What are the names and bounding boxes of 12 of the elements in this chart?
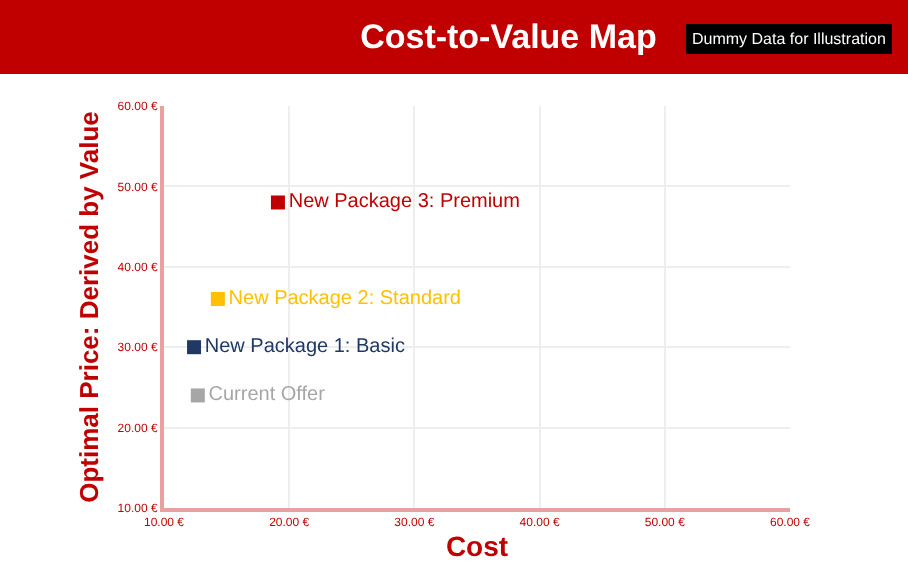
series-label: New Package 3: Premium (288, 191, 520, 214)
point (190, 388, 205, 403)
series-label: Current Offer (208, 384, 327, 407)
series-label: New Package 1: Basic (204, 336, 405, 359)
text: Dummy Data for Illustration (692, 30, 886, 48)
point (270, 195, 285, 210)
chart-title: Cost-to-Value Map (360, 17, 657, 56)
point (210, 291, 225, 306)
y-axis-title: Optimal Price: Derived by Value (74, 111, 105, 503)
x-axis-title: Cost (445, 530, 509, 562)
point (187, 340, 202, 355)
series-label: New Package 2: Standard (228, 287, 461, 310)
